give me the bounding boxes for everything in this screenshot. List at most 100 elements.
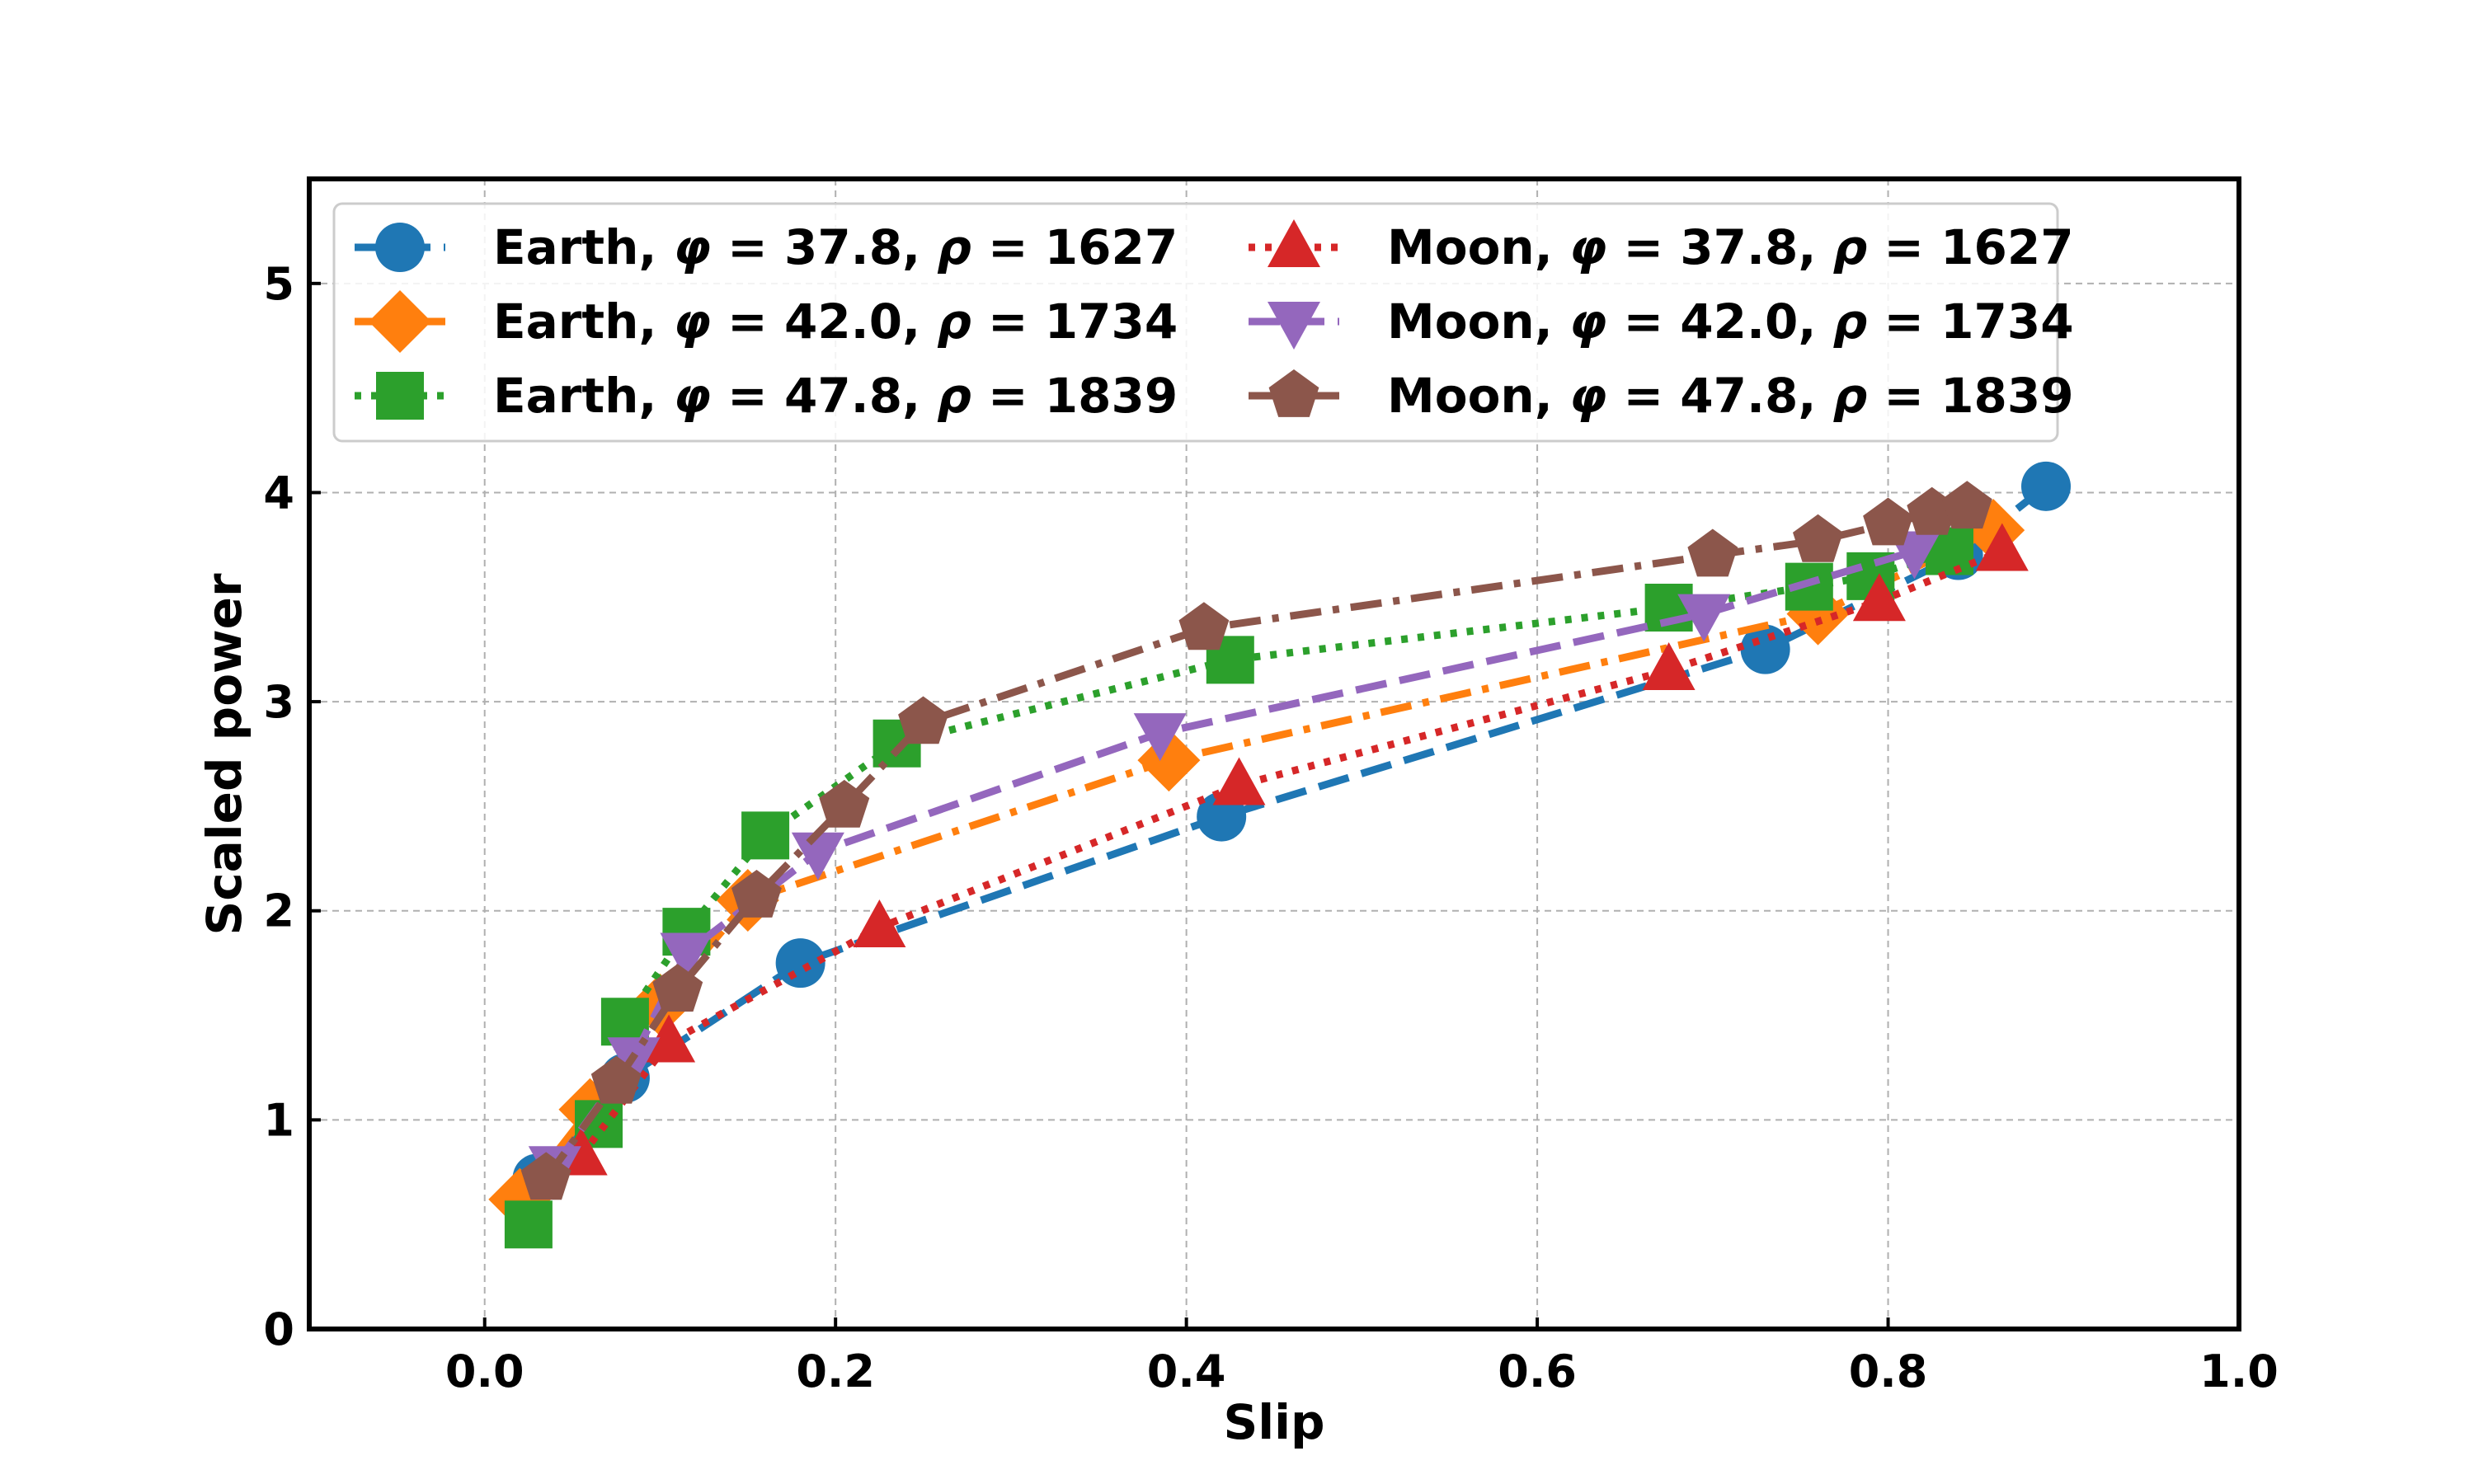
series-5 bbox=[528, 531, 1941, 1195]
legend-item: Earth, φ = 37.8, ρ = 1627 bbox=[355, 219, 1178, 275]
data-point bbox=[775, 938, 825, 989]
y-tick-label: 0 bbox=[263, 1303, 294, 1355]
legend-label-part: = 47.8, bbox=[711, 368, 937, 424]
legend-label-part: ρ bbox=[937, 294, 971, 350]
data-point bbox=[1687, 528, 1738, 577]
legend-label-part: φ bbox=[1569, 219, 1606, 275]
data-point bbox=[1740, 624, 1790, 674]
data-point bbox=[660, 932, 713, 981]
legend-item: Earth, φ = 42.0, ρ = 1734 bbox=[355, 290, 1178, 353]
legend-label-part: = 1839 bbox=[971, 368, 1178, 424]
data-point bbox=[504, 1200, 553, 1249]
data-point bbox=[1212, 757, 1266, 805]
legend-label: Moon, φ = 47.8, ρ = 1839 bbox=[1387, 368, 2074, 424]
legend-label-part: φ bbox=[674, 294, 711, 350]
data-point bbox=[1852, 573, 1906, 622]
data-point bbox=[520, 1152, 571, 1200]
data-point bbox=[819, 779, 870, 828]
legend-label-part: ρ bbox=[1833, 368, 1868, 424]
series-layer bbox=[488, 461, 2071, 1249]
data-point bbox=[652, 964, 703, 1012]
legend-label-part: φ bbox=[1569, 294, 1606, 350]
legend-label-part: = 42.0, bbox=[1606, 294, 1832, 350]
legend-label: Earth, φ = 47.8, ρ = 1839 bbox=[493, 368, 1178, 424]
legend-item: Earth, φ = 47.8, ρ = 1839 bbox=[355, 368, 1178, 424]
y-tick-label: 1 bbox=[263, 1094, 294, 1146]
data-point bbox=[590, 1055, 642, 1104]
legend-marker bbox=[1268, 302, 1320, 350]
legend-marker bbox=[376, 372, 424, 420]
legend-label-part: = 1839 bbox=[1867, 368, 2073, 424]
y-tick-label: 5 bbox=[263, 258, 294, 310]
data-point bbox=[731, 870, 782, 918]
legend-label-part: φ bbox=[674, 219, 711, 275]
ticks: 0.0 0.2 0.4 0.6 0.8 1.0 0 1 2 3 4 5 bbox=[263, 258, 2278, 1397]
y-tick-label: 4 bbox=[263, 467, 294, 519]
legend-label-part: = 1734 bbox=[1867, 294, 2073, 350]
x-tick-label: 0.8 bbox=[1849, 1345, 1928, 1397]
legend-label-part: ρ bbox=[937, 368, 971, 424]
legend-label-part: = 1627 bbox=[971, 219, 1178, 275]
data-point bbox=[1793, 514, 1843, 562]
data-point bbox=[1941, 481, 1992, 529]
data-point bbox=[853, 899, 906, 947]
legend-label-part: = 37.8, bbox=[711, 219, 937, 275]
legend-marker bbox=[1268, 369, 1319, 417]
x-tick-label: 0.6 bbox=[1498, 1345, 1577, 1397]
data-point bbox=[1975, 523, 2029, 571]
x-tick-label: 0.4 bbox=[1147, 1345, 1226, 1397]
data-point bbox=[2021, 461, 2071, 511]
legend-label-part: = 37.8, bbox=[1606, 219, 1832, 275]
legend-label-part: ρ bbox=[1833, 219, 1868, 275]
data-point bbox=[642, 1014, 696, 1063]
legend-marker bbox=[1268, 219, 1320, 267]
legend-label-part: Moon, bbox=[1387, 219, 1569, 275]
series-3 bbox=[504, 527, 1973, 1249]
data-point bbox=[1178, 602, 1230, 650]
legend-label-part: Earth, bbox=[493, 294, 674, 350]
plot-frame bbox=[307, 176, 2241, 1331]
legend-marker bbox=[375, 223, 425, 272]
data-point bbox=[1677, 594, 1731, 642]
legend-label-part: Earth, bbox=[493, 219, 674, 275]
y-axis-label: Scaled power bbox=[196, 573, 252, 936]
legend-label-part: = 42.0, bbox=[711, 294, 937, 350]
legend-item: Moon, φ = 37.8, ρ = 1627 bbox=[1249, 219, 2074, 275]
data-point bbox=[1863, 497, 1913, 546]
axes bbox=[307, 176, 2241, 1331]
legend-marker bbox=[369, 290, 431, 353]
data-point bbox=[1926, 527, 1973, 575]
x-tick-label: 0.2 bbox=[796, 1345, 875, 1397]
legend-label-part: = 47.8, bbox=[1606, 368, 1832, 424]
legend-label-part: Moon, bbox=[1387, 294, 1569, 350]
data-point bbox=[1642, 642, 1696, 690]
y-tick-label: 3 bbox=[263, 676, 294, 728]
legend-box bbox=[332, 202, 2059, 443]
data-point bbox=[600, 998, 649, 1046]
legend-item: Moon, φ = 47.8, ρ = 1839 bbox=[1249, 368, 2074, 424]
data-point bbox=[741, 811, 790, 860]
legend-label-part: ρ bbox=[1833, 294, 1868, 350]
data-point bbox=[898, 696, 948, 744]
legend-label-part: = 1627 bbox=[1867, 219, 2073, 275]
legend-label: Moon, φ = 42.0, ρ = 1734 bbox=[1387, 294, 2074, 350]
data-point bbox=[1133, 713, 1187, 762]
legend-label-part: φ bbox=[1569, 368, 1606, 424]
legend-label: Earth, φ = 42.0, ρ = 1734 bbox=[493, 294, 1178, 350]
y-tick-label: 2 bbox=[263, 885, 294, 937]
x-tick-label: 1.0 bbox=[2199, 1345, 2279, 1397]
x-axis-label: Slip bbox=[1223, 1394, 1324, 1450]
legend-label: Moon, φ = 37.8, ρ = 1627 bbox=[1387, 219, 2074, 275]
legend-label-part: ρ bbox=[937, 219, 971, 275]
legend-label-part: Earth, bbox=[493, 368, 674, 424]
data-point bbox=[791, 832, 844, 881]
data-point bbox=[1785, 562, 1833, 611]
legend-item: Moon, φ = 42.0, ρ = 1734 bbox=[1249, 294, 2074, 350]
legend-label: Earth, φ = 37.8, ρ = 1627 bbox=[493, 219, 1178, 275]
series-6 bbox=[520, 481, 1992, 1200]
x-tick-label: 0.0 bbox=[445, 1345, 524, 1397]
legend-label-part: φ bbox=[674, 368, 711, 424]
legend-label-part: = 1734 bbox=[971, 294, 1178, 350]
legend-label-part: Moon, bbox=[1387, 368, 1569, 424]
